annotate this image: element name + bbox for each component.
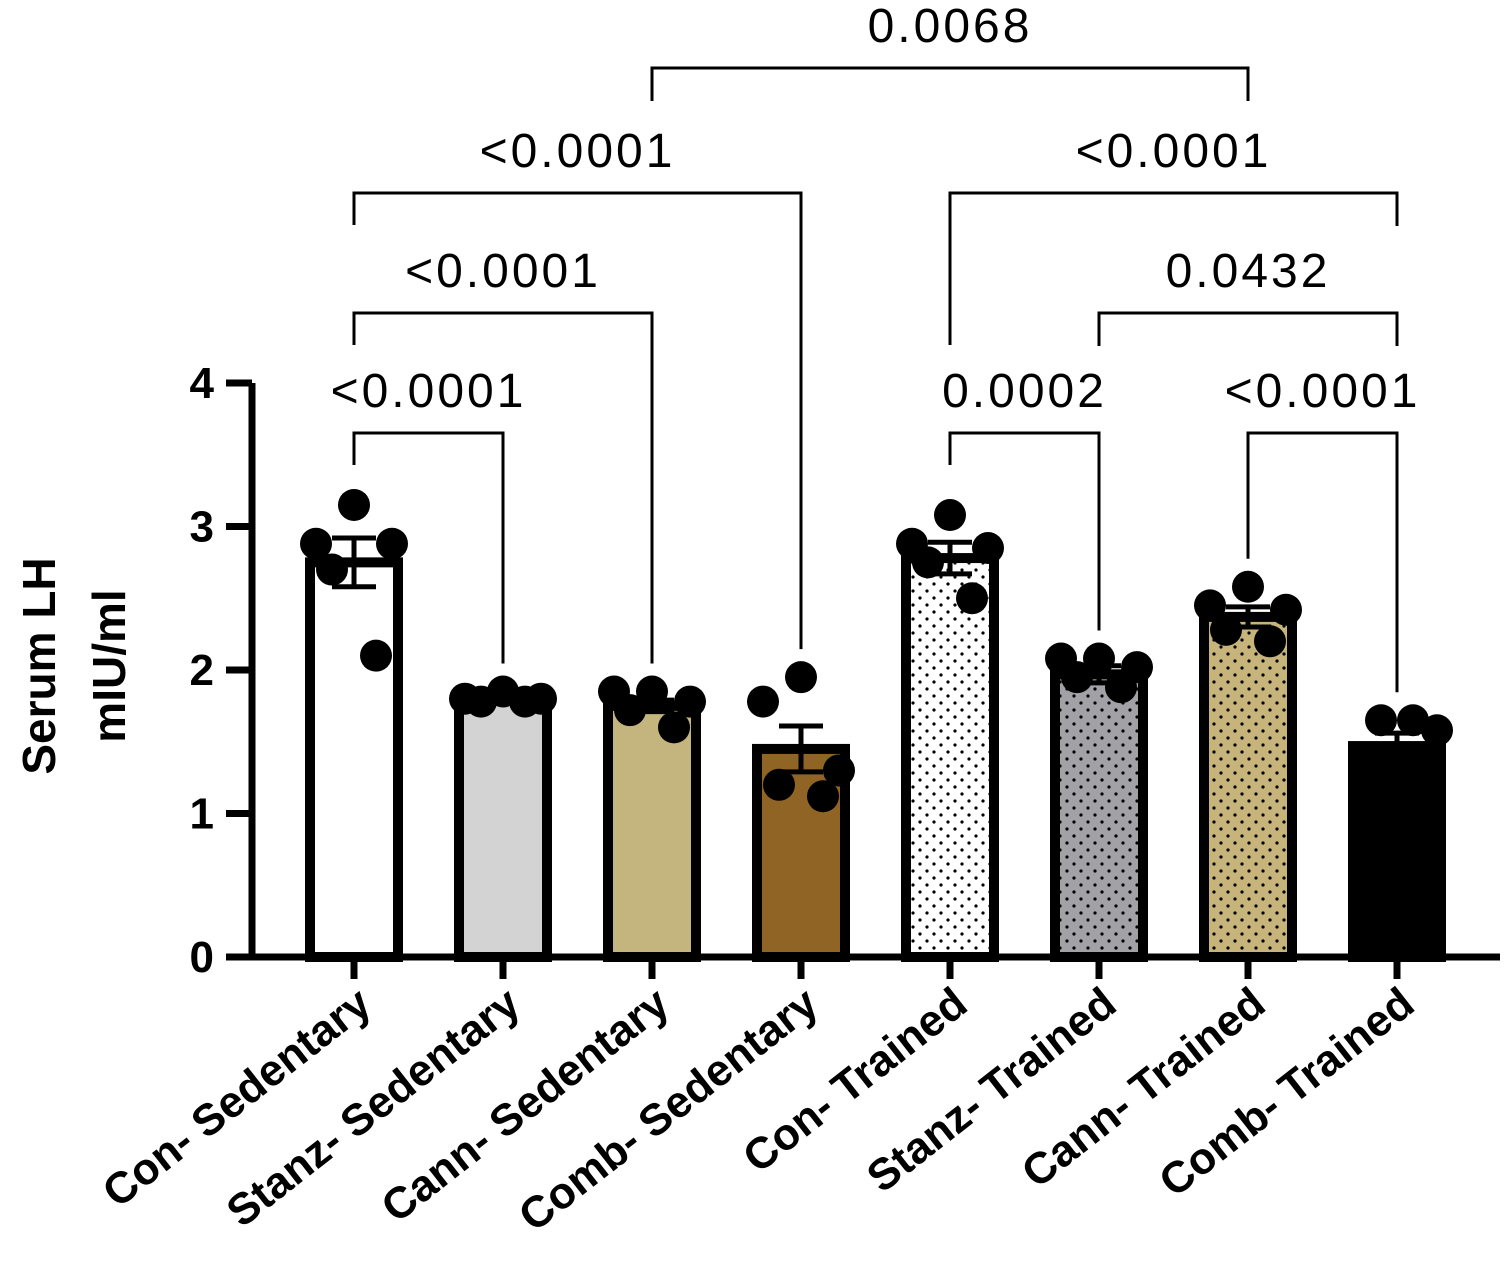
data-point-3-5 xyxy=(658,711,690,744)
significance-bracket-4 xyxy=(650,66,1250,101)
bar-pattern-6 xyxy=(1060,679,1138,952)
y-tick-label-3: 3 xyxy=(190,503,214,552)
p-value-label-7: 0.0432 xyxy=(1166,245,1331,298)
data-point-4-3 xyxy=(823,754,855,787)
data-point-2-4 xyxy=(465,685,497,718)
data-point-5-5 xyxy=(956,582,988,615)
p-value-label-3: <0.0001 xyxy=(480,125,676,178)
p-value-label-8: <0.0001 xyxy=(1225,365,1421,418)
p-value-label-2: <0.0001 xyxy=(405,245,601,298)
bar-1 xyxy=(305,557,403,962)
p-value-label-4: 0.0068 xyxy=(868,0,1033,53)
data-point-7-4 xyxy=(1210,613,1242,646)
x-tick-label-1: Con- Sedentary xyxy=(94,978,381,1217)
y-axis-label-line2: mIU/ml xyxy=(83,589,135,742)
significance-bracket-5 xyxy=(948,431,1101,631)
p-value-label-1: <0.0001 xyxy=(331,365,527,418)
data-point-7-5 xyxy=(1254,625,1286,658)
significance-bracket-6 xyxy=(948,191,1399,345)
data-point-5-3 xyxy=(972,532,1004,565)
data-point-1-3 xyxy=(376,527,408,560)
data-point-4-1 xyxy=(785,661,817,694)
data-point-3-4 xyxy=(614,694,646,727)
data-point-1-1 xyxy=(338,488,370,521)
p-value-label-6: <0.0001 xyxy=(1076,125,1272,178)
y-tick-label-0: 0 xyxy=(190,933,214,982)
x-tick-label-6: Stanz- Trained xyxy=(858,978,1125,1202)
y-tick-label-4: 4 xyxy=(190,359,215,408)
data-point-1-2 xyxy=(300,527,332,560)
data-point-4-2 xyxy=(747,685,779,718)
x-tick-label-8: Comb- Trained xyxy=(1150,978,1423,1206)
data-point-8-2 xyxy=(1397,704,1429,737)
y-axis-label-line1: Serum LH xyxy=(13,557,65,774)
bar-2 xyxy=(454,693,552,962)
bar-pattern-7 xyxy=(1209,621,1287,952)
data-point-5-4 xyxy=(912,546,944,579)
significance-bracket-7 xyxy=(1097,311,1399,346)
bar-8 xyxy=(1348,741,1446,962)
data-point-6-5 xyxy=(1105,671,1137,704)
data-point-3-1 xyxy=(636,675,668,708)
bar-pattern-5 xyxy=(911,563,989,952)
data-point-7-3 xyxy=(1270,593,1302,626)
data-point-1-4 xyxy=(316,553,348,586)
data-point-7-1 xyxy=(1232,570,1264,603)
data-point-7-2 xyxy=(1194,589,1226,622)
data-point-2-5 xyxy=(509,685,541,718)
p-value-label-5: 0.0002 xyxy=(942,365,1107,418)
data-point-6-1 xyxy=(1083,642,1115,675)
significance-bracket-8 xyxy=(1246,431,1399,693)
data-point-3-3 xyxy=(674,685,706,718)
y-tick-label-2: 2 xyxy=(190,646,214,695)
data-point-5-1 xyxy=(934,499,966,532)
data-point-8-3 xyxy=(1421,714,1453,747)
data-point-6-4 xyxy=(1061,661,1093,694)
y-tick-label-1: 1 xyxy=(190,790,214,839)
significance-bracket-1 xyxy=(352,431,505,664)
data-point-4-4 xyxy=(763,768,795,801)
bar-3 xyxy=(603,700,701,962)
data-point-8-1 xyxy=(1365,704,1397,737)
significance-bracket-2 xyxy=(352,311,654,664)
data-point-1-5 xyxy=(360,639,392,672)
data-point-4-5 xyxy=(807,780,839,813)
significance-bracket-3 xyxy=(352,191,803,650)
